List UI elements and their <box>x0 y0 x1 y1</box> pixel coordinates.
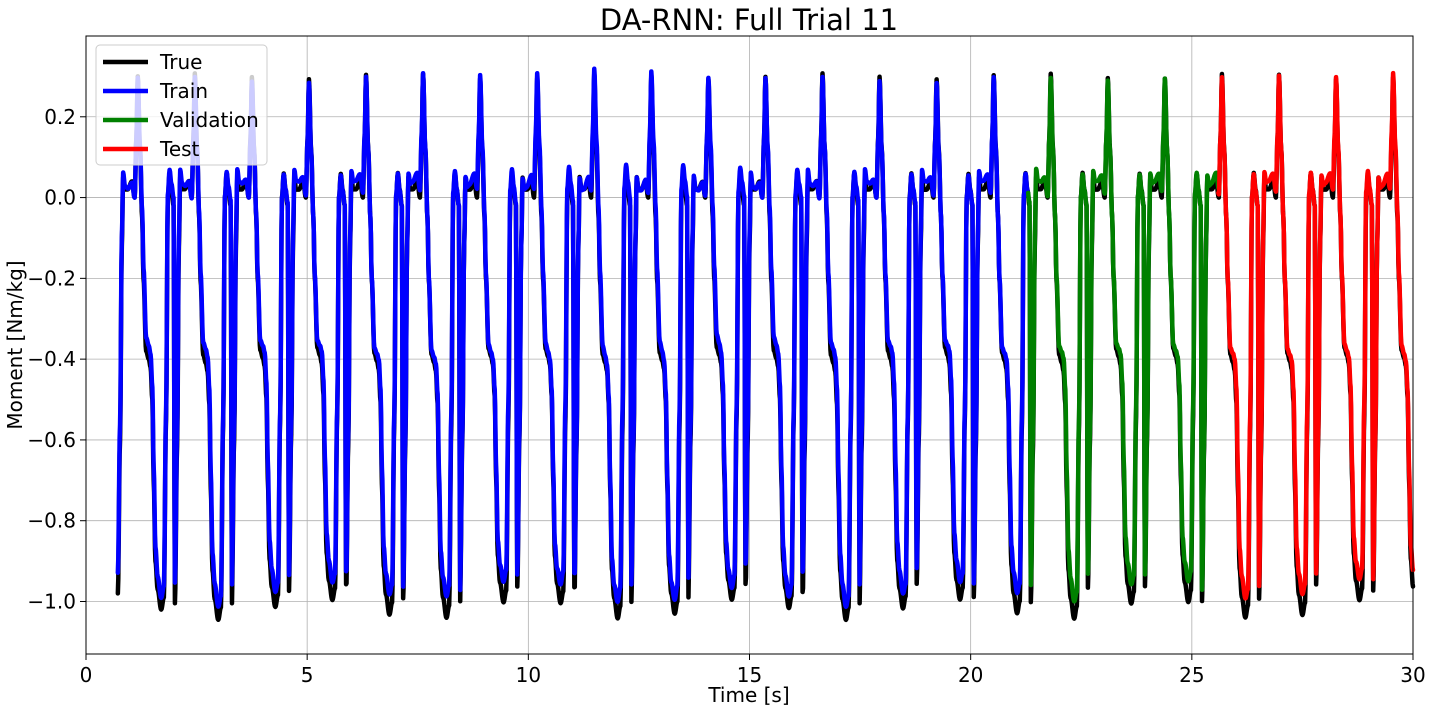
chart-title: DA-RNN: Full Trial 11 <box>600 3 898 37</box>
y-tick-label: 0.2 <box>44 105 76 129</box>
y-axis-label: Moment [Nm/kg] <box>3 260 27 429</box>
y-tick-label: −0.2 <box>27 266 76 290</box>
x-tick-label: 20 <box>958 663 983 687</box>
legend-label: Train <box>159 79 208 103</box>
legend-entries: True Train Validation Test <box>103 50 259 161</box>
y-tick-label: −0.4 <box>27 347 76 371</box>
legend-label: Test <box>159 137 200 161</box>
x-tick-label: 0 <box>80 663 93 687</box>
x-axis-ticks: 0 5 10 15 20 25 30 <box>80 654 1426 687</box>
y-tick-label: −1.0 <box>27 589 76 613</box>
y-axis-ticks: −1.0 −0.8 −0.6 −0.4 −0.2 0.0 0.2 <box>27 105 86 613</box>
legend: True Train Validation Test <box>95 44 268 166</box>
legend-box <box>95 44 268 166</box>
series-line-validation <box>1025 75 1221 604</box>
legend-label: True <box>159 50 202 74</box>
x-axis-label: Time [s] <box>707 683 789 707</box>
x-tick-label: 25 <box>1179 663 1204 687</box>
x-tick-label: 30 <box>1400 663 1425 687</box>
series-lines <box>115 66 1416 623</box>
y-tick-label: −0.6 <box>27 428 76 452</box>
series-line-train <box>115 66 1031 610</box>
y-tick-label: −0.8 <box>27 509 76 533</box>
x-tick-label: 15 <box>737 663 762 687</box>
series-line-test <box>1216 70 1416 601</box>
legend-label: Validation <box>160 108 259 132</box>
x-tick-label: 10 <box>516 663 541 687</box>
y-tick-label: 0.0 <box>44 186 76 210</box>
x-tick-label: 5 <box>301 663 314 687</box>
